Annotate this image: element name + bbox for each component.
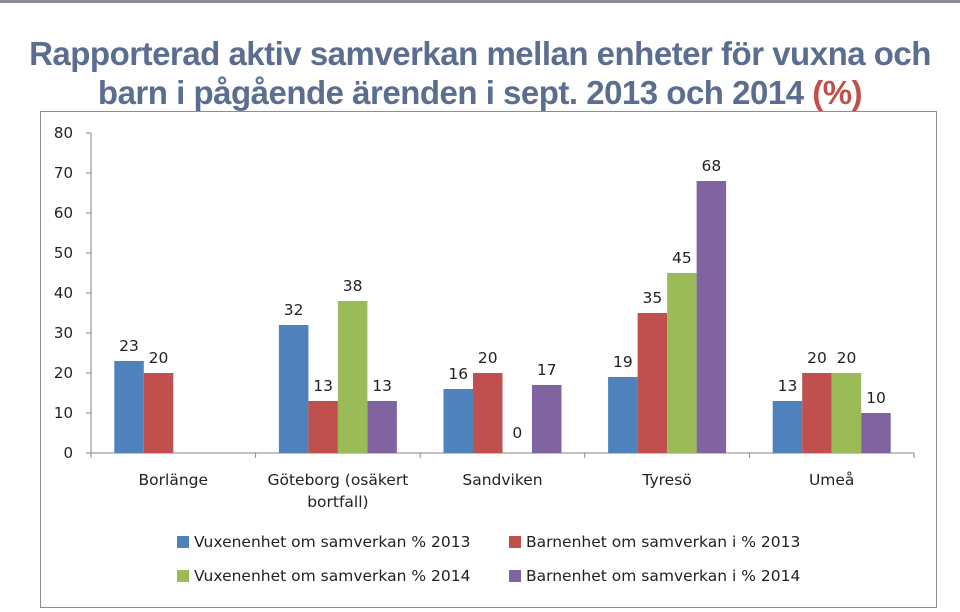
bar [802, 373, 832, 453]
bar [667, 273, 697, 453]
bar [696, 181, 727, 453]
y-tick-label: 70 [54, 164, 73, 182]
chart-frame [40, 111, 937, 608]
bar [367, 401, 397, 453]
data-label: 32 [284, 301, 304, 319]
data-label: 13 [372, 377, 392, 395]
y-tick-label: 50 [54, 244, 73, 262]
x-category-label: Borlänge [139, 471, 209, 489]
bar [443, 389, 473, 453]
bar [861, 413, 891, 453]
slide-title: Rapporterad aktiv samverkan mellan enhet… [0, 34, 960, 112]
bar [637, 313, 668, 453]
legend-swatch [177, 536, 189, 548]
y-tick-label: 80 [54, 124, 73, 142]
title-unit-suffix: (%) [812, 74, 863, 111]
legend-swatch [509, 536, 521, 548]
legend-label: Vuxenenhet om samverkan % 2013 [194, 533, 470, 551]
legend-swatch [177, 570, 189, 582]
data-label: 13 [313, 377, 333, 395]
bar [337, 301, 368, 453]
legend-label: Barnenhet om samverkan i % 2013 [526, 533, 800, 551]
data-label: 16 [448, 365, 468, 383]
y-tick-label: 60 [54, 204, 73, 222]
top-divider-line [0, 0, 960, 3]
data-label: 23 [119, 337, 139, 355]
data-label: 35 [642, 289, 662, 307]
bar [772, 401, 803, 453]
data-label: 20 [478, 349, 498, 367]
data-label: 17 [537, 361, 557, 379]
data-label: 38 [343, 277, 363, 295]
data-label: 13 [778, 377, 798, 395]
data-label: 45 [672, 249, 692, 267]
bar [308, 401, 338, 453]
bar [831, 373, 862, 453]
data-label: 10 [866, 389, 886, 407]
x-category-label: Sandviken [462, 471, 542, 489]
x-category-label: Tyresö [641, 471, 691, 489]
bar [143, 373, 174, 453]
data-label: 0 [512, 424, 522, 442]
bar [473, 373, 503, 453]
y-tick-label: 40 [54, 284, 73, 302]
data-label: 20 [807, 349, 827, 367]
bar [532, 385, 562, 453]
data-label: 19 [613, 353, 633, 371]
data-label: 68 [701, 157, 721, 175]
legend-label: Barnenhet om samverkan i % 2014 [526, 567, 800, 585]
title-line-2: barn i pågående ärenden i sept. 2013 och… [0, 73, 960, 112]
x-category-label: Umeå [809, 471, 854, 489]
data-label: 20 [837, 349, 857, 367]
legend-swatch [509, 570, 521, 582]
data-label: 20 [149, 349, 169, 367]
y-tick-label: 0 [63, 444, 73, 462]
bar [114, 361, 144, 453]
y-tick-label: 10 [54, 404, 73, 422]
legend-label: Vuxenenhet om samverkan % 2014 [194, 567, 470, 585]
bar [278, 325, 309, 453]
y-tick-label: 30 [54, 324, 73, 342]
y-tick-label: 20 [54, 364, 73, 382]
title-line-2-text: barn i pågående ärenden i sept. 2013 och… [97, 74, 804, 111]
x-category-label: bortfall) [307, 493, 368, 511]
title-line-1: Rapporterad aktiv samverkan mellan enhet… [29, 35, 931, 72]
x-category-label: Göteborg (osäkert [267, 471, 408, 489]
bar [608, 377, 638, 453]
